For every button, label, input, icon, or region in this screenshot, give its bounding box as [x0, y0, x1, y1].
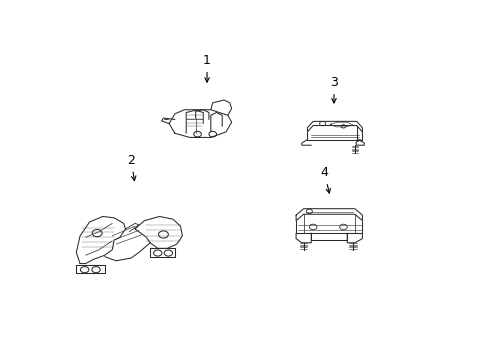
Text: 4: 4 [320, 166, 330, 193]
Text: 1: 1 [203, 54, 210, 82]
Text: 2: 2 [127, 154, 136, 181]
Text: 3: 3 [329, 76, 337, 103]
